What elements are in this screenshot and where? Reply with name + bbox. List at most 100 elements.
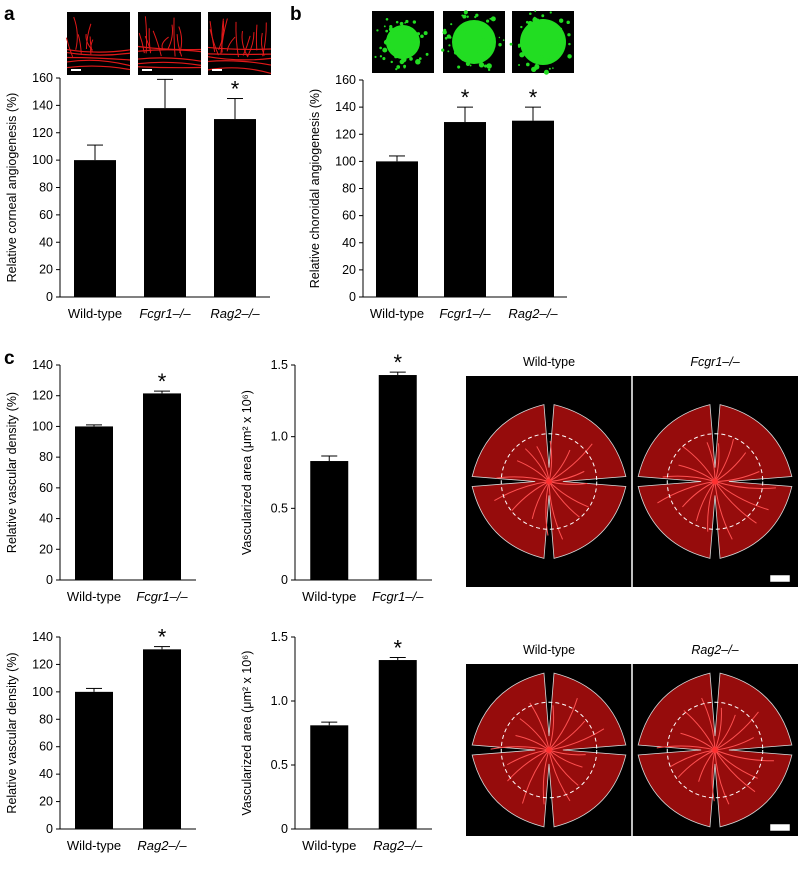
significance-star: *: [393, 635, 402, 660]
chart-choroidal-angiogenesis: 0 20 40 60 80 100 120 140 160 Relative choroidal …: [308, 73, 567, 321]
retina-photo-label: Rag2–/–: [691, 643, 739, 657]
y-axis-label: Vascularized area (μm² x 10⁶): [240, 651, 254, 816]
bar: [75, 691, 113, 829]
chart-vascular-density-fcgr1: 0 20 40 60 80 100 120 140 Relative vascular dens…: [5, 358, 196, 604]
retina-flatmount: [471, 672, 627, 828]
retina-flatmount: [637, 672, 793, 828]
bar: [444, 122, 486, 297]
significance-star: *: [231, 77, 240, 102]
y-tick-label: 0.5: [271, 758, 288, 772]
y-tick-label: 100: [32, 153, 53, 167]
y-tick-label: 120: [32, 389, 53, 403]
chart-vascular-density-rag2: 0 20 40 60 80 100 120 140 Relative vascular dens…: [5, 625, 196, 853]
significance-star: *: [393, 350, 402, 375]
bar: [143, 393, 181, 580]
y-axis-label: Relative vascular density (%): [5, 392, 19, 553]
y-tick-label: 140: [32, 98, 53, 112]
y-tick-label: 160: [32, 71, 53, 85]
significance-star: *: [461, 85, 470, 110]
y-axis-label: Vascularized area (μm² x 10⁶): [240, 390, 254, 555]
y-tick-label: 0: [46, 822, 53, 836]
category-label: Wild-type: [67, 589, 121, 604]
category-label: Rag2–/–: [508, 306, 558, 321]
scale-bar: [769, 823, 791, 832]
y-tick-label: 40: [39, 767, 53, 781]
retina-flatmount: [471, 404, 627, 559]
chart-vascularized-area-fcgr1: 0 0.5 1.0 1.5 Vascularized area (μm² x 10⁶) W…: [240, 350, 432, 604]
panel-letter-c: c: [4, 348, 15, 369]
category-label: Rag2–/–: [373, 838, 423, 853]
y-tick-label: 0: [46, 573, 53, 587]
category-label: Rag2–/–: [210, 306, 260, 321]
category-label: Wild-type: [370, 306, 424, 321]
bar: [75, 426, 113, 580]
category-label: Rag2–/–: [137, 838, 187, 853]
scale-bar: [769, 574, 791, 583]
y-tick-label: 80: [39, 712, 53, 726]
y-tick-label: 100: [32, 685, 53, 699]
y-tick-label: 40: [39, 235, 53, 249]
y-tick-label: 100: [32, 419, 53, 433]
y-axis-label: Relative vascular density (%): [5, 652, 19, 813]
y-tick-label: 140: [335, 100, 356, 114]
bar: [378, 375, 417, 580]
y-tick-label: 0.5: [271, 501, 288, 515]
category-label: Fcgr1–/–: [136, 589, 188, 604]
corneal-thumbnail: [207, 12, 272, 75]
retina-photo-fcgr1: Wild-type Fcgr1–/–: [466, 355, 798, 587]
significance-star: *: [158, 369, 167, 394]
y-tick-label: 80: [39, 450, 53, 464]
category-label: Fcgr1–/–: [439, 306, 491, 321]
y-tick-label: 80: [342, 182, 356, 196]
bar: [512, 120, 554, 297]
y-axis-label: Relative corneal angiogenesis (%): [5, 93, 19, 283]
y-tick-label: 160: [335, 73, 356, 87]
bar: [143, 649, 181, 829]
bar: [74, 160, 116, 297]
corneal-thumbnails: [65, 12, 272, 75]
significance-star: *: [529, 85, 538, 110]
y-tick-label: 20: [39, 542, 53, 556]
panel-letter-b: b: [290, 4, 302, 25]
category-label: Wild-type: [67, 838, 121, 853]
y-tick-label: 40: [39, 512, 53, 526]
category-label: Fcgr1–/–: [372, 589, 424, 604]
bar: [214, 119, 256, 297]
y-tick-label: 120: [335, 127, 356, 141]
category-label: Wild-type: [302, 589, 356, 604]
y-tick-label: 100: [335, 154, 356, 168]
y-tick-label: 60: [342, 209, 356, 223]
y-tick-label: 1.5: [271, 358, 288, 372]
corneal-thumbnail: [137, 12, 202, 75]
y-tick-label: 1.0: [271, 694, 288, 708]
y-tick-label: 60: [39, 208, 53, 222]
y-tick-label: 60: [39, 740, 53, 754]
bar: [376, 161, 418, 297]
retina-flatmount: [637, 404, 793, 559]
bar: [144, 108, 186, 297]
y-tick-label: 120: [32, 657, 53, 671]
y-tick-label: 0: [349, 290, 356, 304]
y-tick-label: 140: [32, 358, 53, 372]
chart-vascularized-area-rag2: 0 0.5 1.0 1.5 Vascularized area (μm² x 10⁶) W…: [240, 630, 432, 853]
chart-corneal-angiogenesis: 0 20 40 60 80 100 120 140 160 Relative corneal an…: [5, 57, 270, 321]
retina-photo-rag2: Wild-type Rag2–/–: [466, 643, 798, 836]
retina-photo-label: Wild-type: [523, 355, 575, 369]
choroidal-thumbnail: [509, 10, 574, 75]
bar: [310, 725, 349, 829]
y-tick-label: 80: [39, 181, 53, 195]
y-tick-label: 0: [281, 822, 288, 836]
y-tick-label: 40: [342, 236, 356, 250]
y-tick-label: 20: [342, 263, 356, 277]
y-tick-label: 140: [32, 630, 53, 644]
y-tick-label: 0: [281, 573, 288, 587]
significance-star: *: [158, 625, 167, 650]
retina-photo-label: Fcgr1–/–: [690, 355, 740, 369]
bar: [378, 660, 417, 829]
y-tick-label: 1.5: [271, 630, 288, 644]
y-axis-label: Relative choroidal angiogenesis (%): [308, 89, 322, 288]
corneal-thumbnail: [65, 12, 131, 75]
y-tick-label: 60: [39, 481, 53, 495]
retina-photo-label: Wild-type: [523, 643, 575, 657]
